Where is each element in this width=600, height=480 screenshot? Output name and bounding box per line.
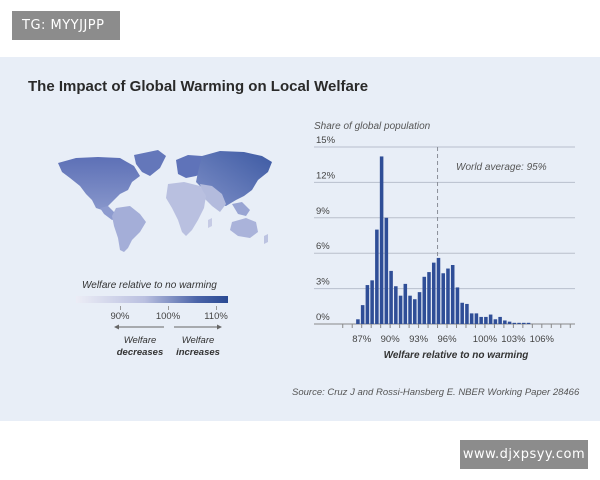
histogram-bar bbox=[384, 217, 389, 324]
legend-increases-note: Welfare increases bbox=[168, 335, 228, 359]
histogram-bar bbox=[370, 280, 374, 324]
x-tick-label: 106% bbox=[530, 334, 555, 345]
histogram-bar bbox=[455, 287, 460, 324]
x-tick-label: 93% bbox=[409, 334, 429, 345]
x-tick-label: 90% bbox=[381, 334, 401, 345]
y-tick-label: 9% bbox=[316, 206, 330, 217]
legend-decreases-line2: decreases bbox=[116, 347, 164, 358]
histogram-bar bbox=[498, 316, 502, 324]
histogram-bar bbox=[479, 316, 483, 324]
source-note: Source: Cruz J and Rossi-Hansberg E. NBE… bbox=[292, 387, 580, 398]
histogram-bar bbox=[522, 322, 526, 324]
greenland-shape bbox=[134, 150, 166, 176]
legend-label-110: 110% bbox=[204, 311, 228, 322]
world-average-label: World average: 95% bbox=[456, 162, 547, 173]
x-tick-label: 103% bbox=[501, 334, 526, 345]
figure-panel bbox=[0, 57, 600, 421]
histogram-bar bbox=[512, 322, 517, 324]
histogram-bar bbox=[503, 320, 507, 324]
south-america-shape bbox=[112, 206, 146, 252]
histogram-bar bbox=[398, 295, 403, 324]
histogram-bar bbox=[460, 302, 464, 324]
figure-title: The Impact of Global Warming on Local We… bbox=[28, 78, 369, 95]
histogram-bar bbox=[474, 313, 479, 324]
decrease-arrowhead bbox=[114, 324, 119, 330]
histogram-bar bbox=[441, 273, 445, 324]
legend-color-scale bbox=[76, 296, 228, 303]
histogram-bar bbox=[408, 295, 412, 324]
histogram-bar bbox=[379, 156, 384, 324]
chart-y-axis: 0% 3% 6% 9% 12% 15% bbox=[316, 135, 336, 323]
histogram-bar bbox=[446, 268, 450, 324]
africa-shape bbox=[166, 182, 206, 236]
legend-title: Welfare relative to no warming bbox=[82, 280, 217, 291]
histogram-bar bbox=[422, 276, 427, 324]
madagascar-shape bbox=[208, 218, 212, 228]
histogram-bar bbox=[484, 316, 488, 324]
watermark-top-left: TG: MYYJJPP bbox=[12, 11, 120, 40]
histogram-bar bbox=[469, 313, 474, 324]
histogram-bar bbox=[356, 319, 360, 324]
continents bbox=[58, 150, 272, 252]
histogram-bar bbox=[417, 292, 422, 324]
y-tick-label: 15% bbox=[316, 135, 336, 146]
legend-tick bbox=[168, 306, 169, 310]
histogram-bar bbox=[389, 270, 393, 324]
histogram-bar bbox=[431, 262, 436, 324]
legend-tick bbox=[120, 306, 121, 310]
histogram-bar bbox=[375, 229, 379, 324]
y-tick-label: 3% bbox=[316, 277, 330, 288]
legend-decreases-line1: Welfare bbox=[123, 335, 157, 346]
histogram-bar bbox=[493, 319, 498, 324]
legend-label-90: 90% bbox=[110, 311, 130, 322]
x-axis-title: Welfare relative to no warming bbox=[384, 350, 529, 361]
x-tick-label: 87% bbox=[352, 334, 372, 345]
histogram-bar bbox=[488, 314, 493, 324]
x-tick-label: 96% bbox=[438, 334, 458, 345]
histogram-bar bbox=[365, 285, 370, 324]
histogram-bar bbox=[465, 303, 469, 324]
histogram-bar bbox=[507, 321, 512, 324]
histogram-bar bbox=[403, 283, 408, 324]
histogram-bar bbox=[450, 265, 455, 324]
histogram-bar bbox=[427, 272, 431, 324]
y-tick-label: 12% bbox=[316, 170, 336, 181]
histogram-bar bbox=[413, 299, 417, 324]
chart-bars bbox=[356, 156, 531, 324]
histogram-bar bbox=[526, 322, 531, 324]
australia-shape bbox=[230, 218, 258, 238]
legend-tick bbox=[216, 306, 217, 310]
chart-x-axis: 87% 90% 93% 96% 100% 103% 106% bbox=[342, 324, 571, 345]
increase-arrowhead bbox=[217, 324, 222, 330]
legend-increases-line1: Welfare bbox=[181, 335, 215, 346]
histogram-bar bbox=[394, 286, 398, 324]
y-tick-label: 0% bbox=[316, 312, 330, 323]
new-zealand-shape bbox=[264, 234, 268, 244]
histogram-bar bbox=[517, 322, 521, 324]
southeast-asia-shape bbox=[232, 202, 250, 216]
legend-increases-line2: increases bbox=[176, 347, 220, 358]
histogram-bar bbox=[360, 305, 365, 324]
south-asia-shape bbox=[200, 184, 226, 212]
north-america-shape bbox=[58, 157, 140, 210]
watermark-bottom-right: www.djxpsyy.com bbox=[460, 440, 588, 469]
legend-decreases-note: Welfare decreases bbox=[110, 335, 170, 359]
legend-label-100: 100% bbox=[155, 311, 181, 322]
y-axis-title: Share of global population bbox=[314, 121, 431, 132]
histogram-bar bbox=[436, 257, 441, 324]
x-tick-label: 100% bbox=[473, 334, 498, 345]
y-tick-label: 6% bbox=[316, 241, 330, 252]
